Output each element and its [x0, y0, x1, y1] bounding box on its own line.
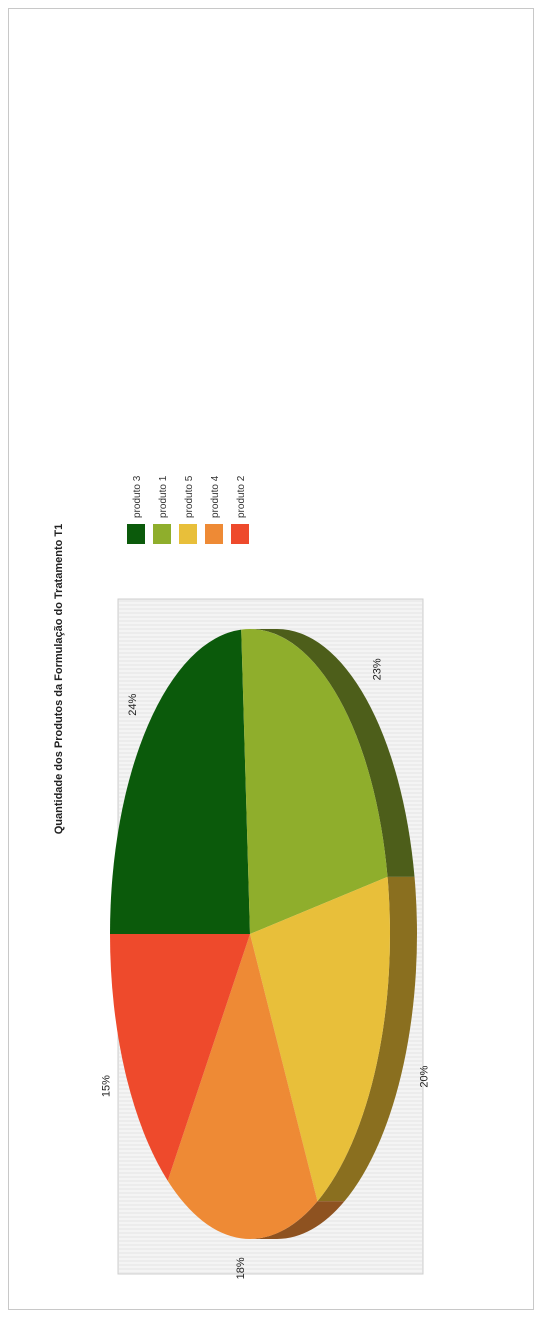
legend-swatch-produto-2 — [231, 524, 249, 544]
data-label-produto-3: 24% — [127, 693, 139, 715]
data-label-produto-4: 18% — [235, 1257, 247, 1279]
pie-depth-produto-4 — [250, 1201, 345, 1239]
pie-depth — [250, 629, 417, 1239]
pie-slice-produto-5 — [250, 876, 390, 1202]
data-label-produto-2: 15% — [101, 1075, 113, 1097]
pie-slice-produto-1 — [241, 629, 388, 934]
data-label-produto-1: 23% — [371, 658, 383, 680]
legend-label-produto-5: produto 5 — [184, 475, 195, 518]
legend-label-produto-1: produto 1 — [158, 475, 169, 518]
legend-swatch-produto-3 — [127, 524, 145, 544]
legend-label-produto-4: produto 4 — [210, 475, 221, 518]
legend-label-produto-2: produto 2 — [236, 475, 247, 518]
legend-label-produto-3: produto 3 — [132, 475, 143, 518]
data-label-produto-5: 20% — [419, 1065, 431, 1087]
pie-depth-produto-1 — [250, 629, 415, 877]
pie-slice-produto-2 — [110, 934, 250, 1181]
chart-title: Quantidade dos Produtos da Formulação do… — [53, 524, 65, 834]
data-labels: 24% 23% 20% 18% 15% — [101, 658, 431, 1279]
pie-slices — [110, 629, 390, 1239]
legend-swatch-produto-4 — [205, 524, 223, 544]
legend-swatch-produto-1 — [153, 524, 171, 544]
pie-slice-produto-3 — [110, 629, 250, 934]
legend: produto 3 produto 1 produto 5 produto 4 prod… — [127, 475, 249, 544]
legend-swatch-produto-5 — [179, 524, 197, 544]
pie-slice-produto-4 — [167, 934, 318, 1239]
pie-depth-produto-5 — [317, 876, 417, 1202]
